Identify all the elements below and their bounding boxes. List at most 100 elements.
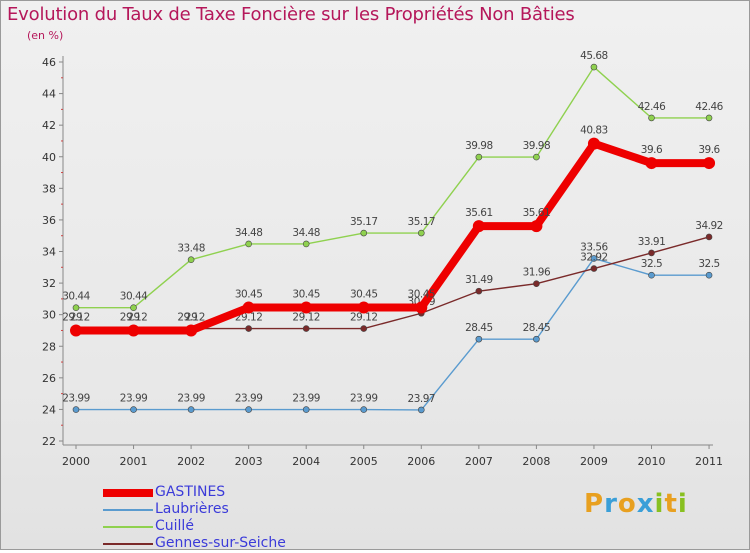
logo-letter: t bbox=[664, 489, 678, 519]
data-label: 45.68 bbox=[580, 50, 608, 62]
data-point bbox=[703, 157, 716, 170]
data-label: 29.12 bbox=[177, 312, 205, 324]
legend-label: Gennes-sur-Seiche bbox=[155, 535, 286, 551]
data-label: 33.56 bbox=[580, 241, 608, 253]
data-label: 29.12 bbox=[350, 312, 378, 324]
data-label: 29 bbox=[185, 311, 197, 323]
logo-letter: i bbox=[654, 489, 665, 519]
data-point bbox=[245, 325, 252, 332]
data-point bbox=[705, 233, 713, 241]
legend-swatch bbox=[103, 543, 153, 545]
data-point bbox=[300, 301, 313, 314]
x-tick-label: 2008 bbox=[522, 455, 550, 468]
logo-letter: P bbox=[584, 489, 605, 519]
logo-letter: o bbox=[617, 489, 637, 519]
data-point bbox=[302, 240, 310, 248]
data-point bbox=[533, 335, 540, 343]
data-point bbox=[472, 220, 485, 233]
y-tick-label: 36 bbox=[42, 214, 56, 227]
data-point bbox=[302, 406, 310, 413]
data-point bbox=[417, 406, 425, 414]
x-tick-label: 2000 bbox=[62, 455, 90, 468]
y-tick-label: 30 bbox=[42, 309, 56, 322]
legend-swatch bbox=[103, 509, 153, 511]
y-tick-label: 40 bbox=[42, 151, 56, 164]
data-label: 23.99 bbox=[120, 393, 148, 405]
data-point bbox=[70, 324, 82, 337]
data-label: 35.17 bbox=[350, 216, 378, 228]
data-label: 32.92 bbox=[580, 252, 608, 264]
data-label: 23.99 bbox=[235, 393, 263, 405]
data-label: 42.46 bbox=[638, 101, 666, 113]
data-label: 39.6 bbox=[698, 144, 720, 156]
legend-item: Cuillé bbox=[103, 518, 343, 536]
x-tick-label: 2006 bbox=[407, 455, 435, 468]
data-point bbox=[475, 335, 483, 343]
data-label: 28.45 bbox=[523, 322, 551, 334]
data-point bbox=[245, 240, 252, 248]
legend-swatch bbox=[103, 526, 153, 528]
y-tick-label: 26 bbox=[42, 372, 56, 385]
x-tick-label: 2001 bbox=[120, 455, 148, 468]
data-point bbox=[72, 304, 80, 312]
chart-title: Evolution du Taux de Taxe Foncière sur l… bbox=[7, 4, 575, 25]
data-point bbox=[417, 229, 425, 237]
y-tick-label: 46 bbox=[42, 56, 56, 69]
x-tick-label: 2005 bbox=[350, 455, 378, 468]
data-point bbox=[533, 280, 540, 288]
data-point bbox=[587, 137, 600, 150]
series-line-Gennes-sur-Seiche bbox=[76, 236, 710, 330]
unit-label: (en %) bbox=[27, 29, 64, 42]
data-label: 30.44 bbox=[62, 291, 90, 303]
logo-letter: x bbox=[636, 489, 655, 519]
logo-letter: r bbox=[604, 489, 618, 519]
data-label: 34.48 bbox=[292, 227, 320, 239]
data-label: 39.6 bbox=[641, 144, 663, 156]
y-tick-label: 22 bbox=[42, 435, 56, 448]
logo-letter: i bbox=[677, 489, 688, 519]
data-label: 30.45 bbox=[292, 289, 320, 301]
data-label: 34.92 bbox=[695, 220, 723, 232]
legend-label: GASTINES bbox=[155, 484, 226, 500]
data-point bbox=[705, 114, 713, 122]
data-label: 39.98 bbox=[465, 140, 493, 152]
data-point bbox=[242, 301, 255, 314]
data-point bbox=[357, 301, 370, 314]
data-point bbox=[590, 265, 598, 272]
y-tick-label: 42 bbox=[42, 119, 56, 132]
series-line-GASTINES bbox=[76, 139, 710, 335]
data-point bbox=[475, 153, 483, 161]
x-tick-label: 2009 bbox=[580, 455, 608, 468]
data-point bbox=[360, 406, 368, 413]
legend-item: Laubrières bbox=[103, 501, 343, 519]
x-tick-label: 2011 bbox=[695, 455, 723, 468]
data-label: 23.99 bbox=[350, 393, 378, 405]
data-label: 40.83 bbox=[580, 125, 608, 137]
data-point bbox=[648, 271, 655, 279]
x-tick-label: 2004 bbox=[292, 455, 320, 468]
data-label: 35.17 bbox=[408, 216, 436, 228]
data-point bbox=[72, 406, 80, 413]
data-label: 30.45 bbox=[350, 289, 378, 301]
data-label: 23.99 bbox=[62, 393, 90, 405]
data-point bbox=[302, 325, 310, 332]
data-label: 23.99 bbox=[177, 393, 205, 405]
y-tick-label: 28 bbox=[42, 340, 56, 353]
data-label: 33.91 bbox=[638, 236, 666, 248]
series-line-Cuillé bbox=[76, 66, 710, 309]
data-label: 29.12 bbox=[235, 312, 263, 324]
data-point bbox=[360, 229, 368, 237]
legend-label: Laubrières bbox=[155, 501, 229, 517]
data-point bbox=[185, 324, 198, 337]
data-label: 42.46 bbox=[695, 101, 723, 113]
data-point bbox=[360, 325, 368, 332]
data-point bbox=[530, 220, 543, 233]
data-point bbox=[187, 256, 195, 264]
y-tick-label: 32 bbox=[42, 277, 56, 290]
data-label: 35.61 bbox=[465, 207, 493, 219]
data-label: 29 bbox=[127, 311, 139, 323]
data-point bbox=[245, 406, 252, 413]
data-label: 29 bbox=[70, 311, 82, 323]
